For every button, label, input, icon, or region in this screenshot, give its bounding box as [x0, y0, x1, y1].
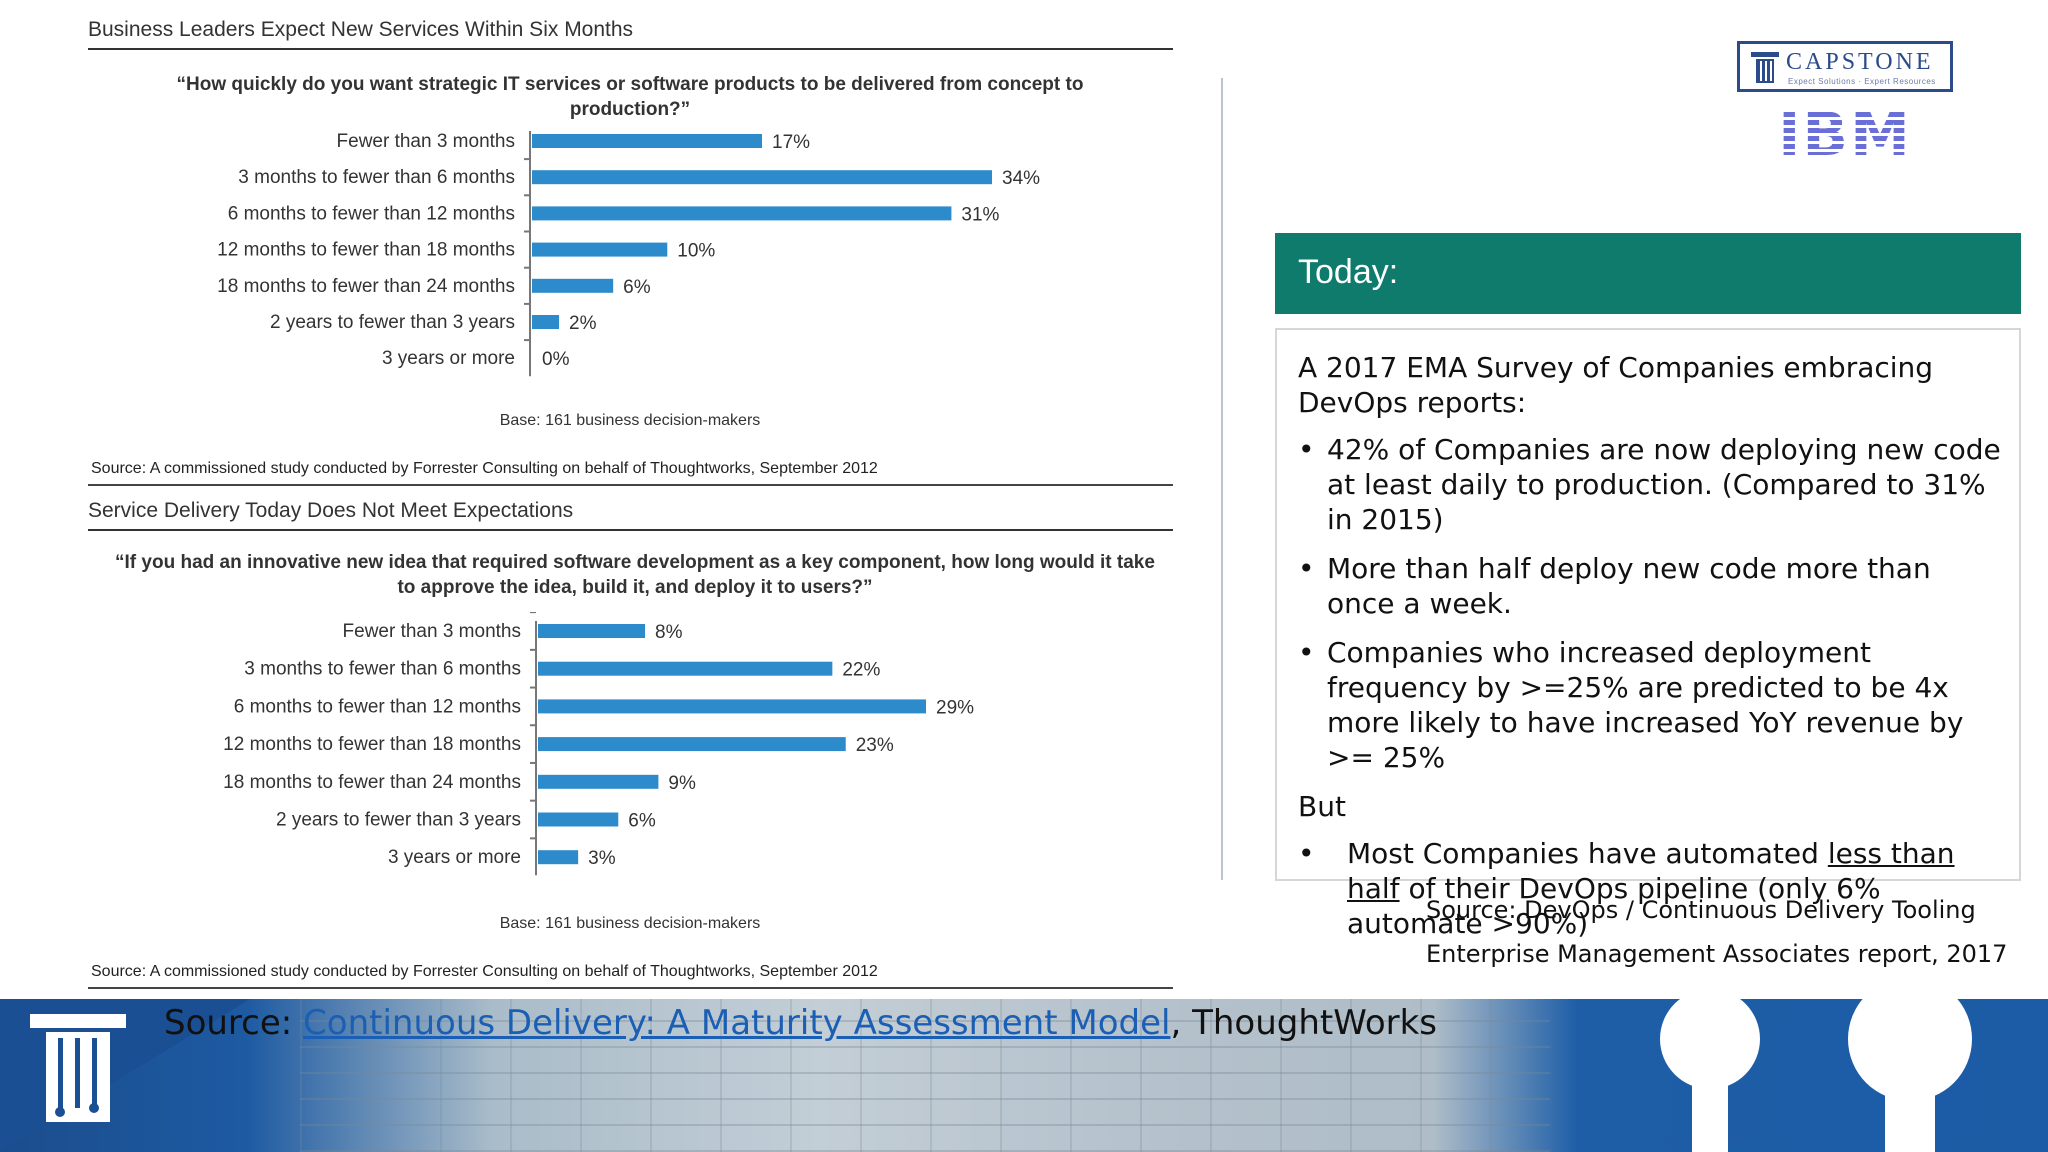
chart2-bar: [538, 812, 619, 827]
today-bullet-list: 42% of Companies are now deploying new c…: [1298, 432, 2003, 775]
today-text: A 2017 EMA Survey of Companies embracing…: [1298, 350, 2003, 955]
footer-source: Source: Continuous Delivery: A Maturity …: [164, 1003, 1437, 1043]
chart1-value-label: 0%: [542, 349, 570, 370]
chart2-category-label: 2 years to fewer than 3 years: [276, 810, 521, 831]
chart2-category-label: 3 months to fewer than 6 months: [244, 659, 521, 680]
ibm-logo-text: IBM: [1778, 104, 1912, 160]
chart1-value-label: 2%: [569, 313, 597, 334]
chart2-svg: Fewer than 3 months 8% 3 months to fewer t…: [223, 612, 974, 876]
ema-source-line2: Enterprise Management Associates report,…: [1426, 940, 2008, 968]
footer-source-suffix: , ThoughtWorks: [1170, 1003, 1438, 1043]
chart2-value-label: 22%: [842, 660, 880, 681]
chart1-base-note: Base: 161 business decision-makers: [499, 412, 761, 429]
chart1-svg: Fewer than 3 months 17% 3 months to fewer …: [217, 131, 1040, 377]
chart1-category-label: 6 months to fewer than 12 months: [228, 203, 515, 224]
today-bullet-2: More than half deploy new code more than…: [1298, 551, 2003, 621]
chart2-panel-title: Service Delivery Today Does Not Meet Exp…: [88, 499, 1173, 531]
chart1-bottom-rule: [88, 484, 1173, 486]
chart1-category-label: 3 years or more: [382, 348, 515, 369]
chart1-category-label: 3 months to fewer than 6 months: [238, 167, 515, 188]
chart2-base-note: Base: 161 business decision-makers: [499, 915, 761, 932]
chart2-value-label: 9%: [668, 773, 696, 794]
ema-source-line1: Source: DevOps / Continuous Delivery Too…: [1426, 896, 1976, 924]
chart2-bar: [538, 774, 659, 789]
today-bullet-3: Companies who increased deployment frequ…: [1298, 635, 2003, 775]
last-bullet-underlined: less than half: [1347, 837, 1955, 905]
chart1-bar: [532, 206, 952, 221]
chart2-value-label: 23%: [856, 735, 894, 756]
chart2-bar: [538, 661, 833, 676]
chart1-panel-title: Business Leaders Expect New Services Wit…: [88, 18, 1173, 50]
chart1-source-note: Source: A commissioned study conducted b…: [91, 460, 878, 477]
chart1-category-label: Fewer than 3 months: [337, 131, 515, 152]
chart2-bar: [538, 699, 926, 714]
keyhole-icon: [1660, 999, 1972, 1152]
chart2-bar: [538, 624, 646, 638]
chart2-source-note: Source: A commissioned study conducted b…: [91, 963, 878, 980]
chart1-value-label: 10%: [677, 241, 715, 262]
today-intro: A 2017 EMA Survey of Companies embracing…: [1298, 351, 1934, 419]
chart1-value-label: 17%: [772, 132, 810, 153]
capstone-logo-name: CAPSTONE: [1786, 49, 1934, 75]
chart1-value-label: 6%: [623, 277, 651, 298]
chart2-value-label: 29%: [936, 697, 974, 718]
chart1-bar: [532, 278, 614, 293]
chart1-bar: [532, 242, 668, 257]
last-bullet-post: of their DevOps pipeline (only 6% automa…: [1347, 872, 1881, 940]
chart1-value-label: 34%: [1002, 168, 1040, 189]
chart1-bar: [532, 170, 992, 185]
today-bullet-1: 42% of Companies are now deploying new c…: [1298, 432, 2003, 537]
chart2-value-label: 3%: [588, 848, 616, 869]
circuit-board-background: [300, 999, 1550, 1152]
last-bullet-pre: Most Companies have automated: [1347, 837, 1828, 870]
chart2-value-label: 6%: [628, 811, 656, 832]
capstone-logo: CAPSTONE Expect Solutions · Expert Resou…: [1737, 41, 1953, 92]
chart2-category-label: Fewer than 3 months: [343, 621, 521, 642]
capstone-pillar-icon: [1751, 52, 1779, 83]
footer-source-link[interactable]: Continuous Delivery: A Maturity Assessme…: [303, 1003, 1171, 1043]
today-last-bullet-list: Most Companies have automated less than …: [1298, 836, 2003, 941]
chart2-bar: [538, 850, 579, 865]
vertical-divider: [1221, 78, 1223, 880]
today-heading: Today:: [1275, 233, 2021, 314]
chart2-category-label: 18 months to fewer than 24 months: [223, 772, 521, 793]
chart2-question: “If you had an innovative new idea that …: [115, 552, 1155, 598]
chart2-value-label: 8%: [655, 622, 683, 643]
chart1-category-label: 18 months to fewer than 24 months: [217, 276, 515, 297]
footer-source-prefix: Source:: [164, 1003, 304, 1043]
chart1-value-label: 31%: [961, 204, 999, 225]
footer-banner: [0, 999, 2048, 1152]
today-last-bullet: Most Companies have automated less than …: [1298, 836, 2003, 941]
chart2-category-label: 3 years or more: [388, 847, 521, 868]
chart1-category-label: 2 years to fewer than 3 years: [270, 312, 515, 333]
chart2-bottom-rule: [88, 987, 1173, 989]
ema-source: Source: DevOps / Continuous Delivery Too…: [1426, 888, 2026, 976]
chart1-question: “How quickly do you want strategic IT se…: [176, 74, 1084, 120]
ibm-logo: IBM: [1778, 104, 1912, 160]
capstone-pillar-icon-footer: [30, 1014, 126, 1122]
chart2-bar: [538, 737, 846, 752]
chart1-category-label: 12 months to fewer than 18 months: [217, 240, 515, 261]
chart1-bar: [532, 315, 560, 329]
today-but: But: [1298, 790, 1346, 823]
chart2-category-label: 12 months to fewer than 18 months: [223, 734, 521, 755]
chart2-category-label: 6 months to fewer than 12 months: [234, 696, 521, 717]
chart1-bar: [532, 134, 762, 148]
capstone-logo-tagline: Expect Solutions · Expert Resources: [1788, 77, 1936, 86]
